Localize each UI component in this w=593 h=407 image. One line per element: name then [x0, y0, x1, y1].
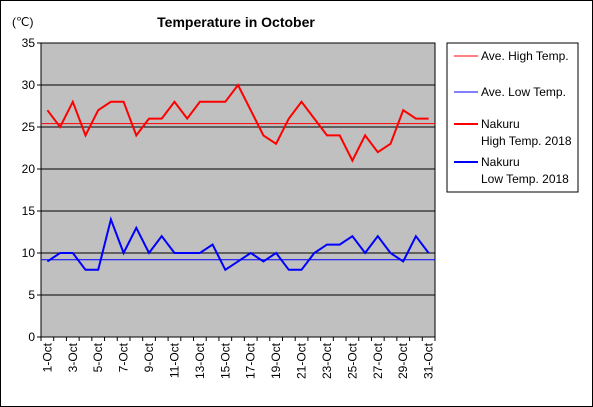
chart-title: Temperature in October [157, 14, 315, 30]
y-tick-label: 20 [22, 162, 36, 176]
x-tick-label: 27-Oct [371, 342, 385, 379]
x-tick-label: 1-Oct [40, 342, 54, 372]
x-tick-label: 5-Oct [91, 342, 105, 372]
legend-label: Ave. High Temp. [481, 49, 569, 63]
x-tick-label: 17-Oct [244, 342, 258, 379]
x-tick-label: 7-Oct [117, 342, 131, 372]
x-tick-label: 19-Oct [269, 342, 283, 379]
series-line-nakuru-high-2018 [46, 83, 429, 163]
x-tick-label: 21-Oct [295, 342, 309, 379]
y-axis-unit-label: (℃) [12, 15, 33, 29]
plot-area: 0 5 10 15 20 25 30 35 1-Oct 3-Oct 5-Oct 7-Oct 9-Oct 1… [22, 36, 436, 379]
x-tick-label: 11-Oct [167, 342, 181, 378]
x-tick-label: 31-Oct [422, 342, 436, 379]
legend-box [446, 42, 579, 193]
x-tick-label: 23-Oct [320, 342, 334, 379]
x-tick-label: 13-Oct [193, 342, 207, 379]
x-tick-label: 29-Oct [396, 342, 410, 379]
legend: Ave. High Temp. Ave. Low Temp. Nakuru High … [446, 42, 579, 193]
y-tick-label: 25 [22, 120, 36, 134]
series-line-nakuru-low-2018 [46, 216, 430, 272]
y-tick-label: 15 [22, 204, 36, 218]
y-tick-label: 5 [28, 288, 35, 302]
legend-label: High Temp. 2018 [481, 134, 572, 148]
y-tick-label: 0 [28, 330, 35, 344]
x-tick-label: 3-Oct [66, 342, 80, 372]
legend-label: Low Temp. 2018 [481, 172, 569, 186]
x-tick-label: 15-Oct [218, 342, 232, 379]
legend-label: Ave. Low Temp. [481, 85, 566, 99]
legend-label: Nakuru [481, 155, 520, 169]
x-tick-label: 25-Oct [345, 342, 359, 379]
legend-label: Nakuru [481, 117, 520, 131]
x-tick-label: 9-Oct [142, 342, 156, 372]
plot-background [40, 42, 436, 338]
y-tick-label: 35 [22, 36, 36, 50]
y-tick-label: 10 [22, 246, 36, 260]
y-tick-label: 30 [22, 78, 36, 92]
